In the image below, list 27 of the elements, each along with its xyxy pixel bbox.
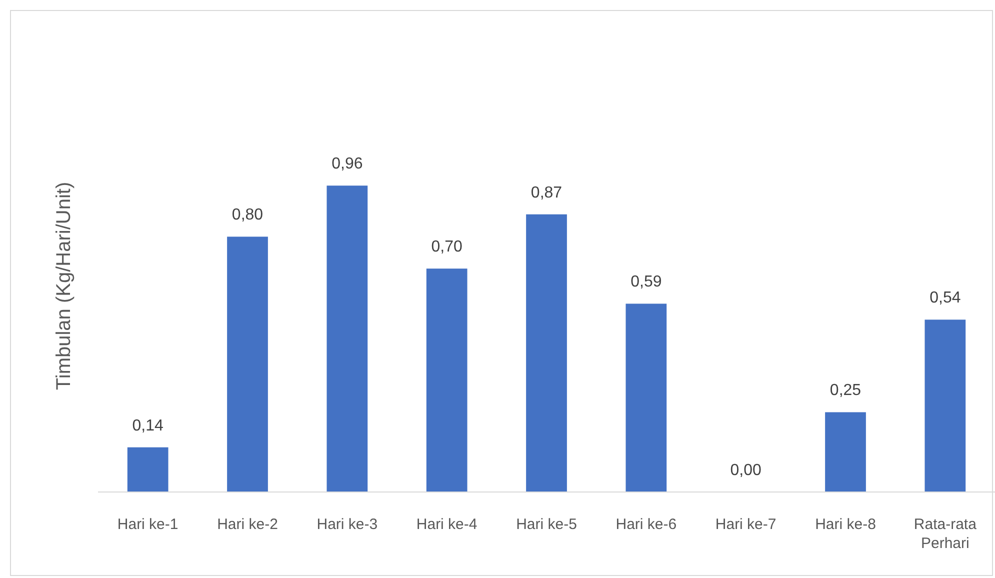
bar (326, 186, 368, 492)
x-tick-label: Hari ke-1 (117, 516, 178, 533)
bar (426, 268, 468, 492)
bar (227, 236, 268, 492)
data-label: 0,80 (232, 206, 264, 224)
x-tick-label: Hari ke-8 (815, 516, 876, 533)
data-label: 0,70 (431, 238, 463, 256)
data-label: 0,54 (930, 290, 961, 307)
x-tick-label: Hari ke-5 (516, 516, 577, 533)
bar (825, 412, 866, 492)
data-label: 0,96 (332, 156, 363, 173)
data-label: 0,14 (132, 417, 164, 434)
data-label: 0,59 (630, 274, 662, 291)
bar (626, 304, 667, 492)
x-tick-label: Rata-rata Perhari (914, 516, 978, 552)
x-tick-label: Hari ke-4 (416, 516, 478, 533)
x-tick-label: Hari ke-7 (715, 516, 776, 533)
y-axis-title: Timbulan (Kg/Hari/Unit) (53, 182, 75, 390)
x-tick-label: Hari ke-2 (217, 516, 278, 533)
data-label: 0,25 (830, 382, 862, 400)
bar (924, 320, 966, 492)
data-label: 0,87 (530, 184, 562, 202)
data-label: 0,00 (730, 462, 762, 479)
x-tick-label: Hari ke-3 (316, 516, 378, 533)
bar (526, 214, 567, 492)
x-tick-label: Hari ke-6 (616, 516, 677, 533)
bar (127, 447, 168, 492)
